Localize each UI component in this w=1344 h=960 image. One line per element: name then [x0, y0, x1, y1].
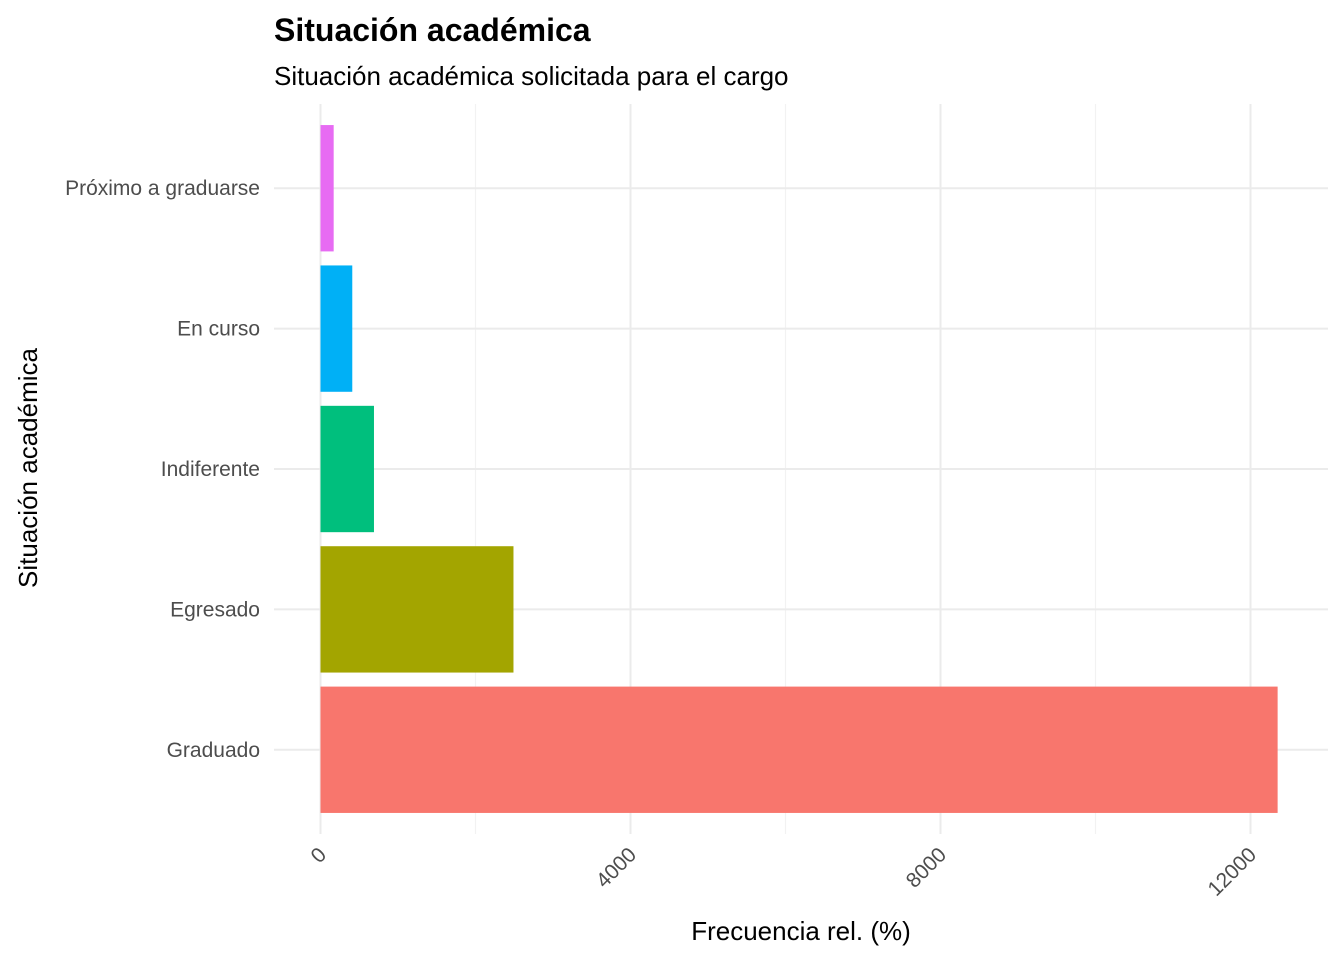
y-tick-label: Egresado [170, 598, 260, 621]
bar-graduado [320, 686, 1278, 813]
grid [274, 104, 1328, 834]
bar-egresado [320, 546, 514, 673]
y-tick-label: Indiferente [161, 458, 260, 481]
chart-title: Situación académica [274, 12, 591, 48]
x-tick-label: 12000 [1203, 843, 1261, 901]
bars [320, 125, 1278, 813]
y-tick-label: Graduado [167, 739, 260, 762]
x-tick-label: 0 [307, 843, 332, 868]
y-axis-title: Situación académica [13, 348, 43, 588]
bar-indiferente [320, 405, 374, 533]
y-tick-label: En curso [177, 318, 260, 341]
x-tick-labels: 0 4000 8000 12000 [307, 843, 1262, 901]
bar-en-curso [320, 265, 353, 392]
x-axis-title: Frecuencia rel. (%) [691, 916, 911, 946]
chart-subtitle: Situación académica solicitada para el c… [274, 61, 789, 91]
y-tick-label: Próximo a graduarse [65, 177, 260, 200]
x-tick-label: 8000 [902, 843, 951, 892]
x-tick-label: 4000 [592, 843, 641, 892]
bar-próximo-a-graduarse [320, 125, 334, 252]
y-tick-labels: Graduado Egresado Indiferente En curso Próxi… [65, 177, 260, 762]
